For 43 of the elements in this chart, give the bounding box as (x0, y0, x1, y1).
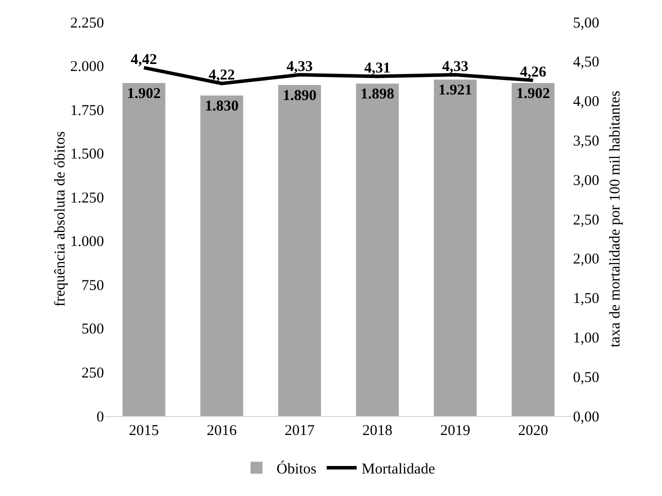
y2-tick-label: 3,00 (573, 172, 600, 189)
x-tick-label: 2020 (518, 423, 548, 439)
y-tick-label: 1.000 (70, 234, 104, 250)
y2-tick-label: 4,50 (573, 54, 600, 71)
y-axis-title: frequência absoluta de óbitos (52, 131, 68, 307)
y2-tick-label: 2,50 (573, 212, 600, 228)
y-tick-label: 750 (82, 278, 104, 294)
y-tick-label: 2.250 (70, 15, 104, 32)
data-label: 4,42 (130, 52, 158, 68)
x-tick-label: 2019 (440, 423, 470, 439)
x-tick-label: 2015 (128, 423, 159, 439)
y2-tick-label: 0,50 (573, 370, 600, 386)
y2-tick-label: 0,00 (573, 409, 600, 426)
data-label: 4,22 (208, 68, 235, 84)
legend-label: Mortalidade (362, 462, 436, 478)
data-label: 4,33 (442, 59, 468, 76)
y2-tick-label: 1,50 (573, 291, 600, 308)
data-label: 1.890 (282, 88, 316, 104)
y2-tick-label: 2,00 (573, 252, 600, 268)
data-label: 1.921 (438, 82, 472, 99)
y-tick-label: 250 (82, 365, 104, 382)
legend-label: Óbitos (276, 460, 317, 478)
data-label: 4,33 (286, 59, 313, 76)
y-tick-label: 1.750 (70, 102, 104, 119)
x-tick-label: 2016 (206, 423, 238, 439)
data-label: 1.902 (516, 86, 550, 102)
x-tick-label: 2017 (284, 423, 316, 439)
data-label: 1.830 (204, 98, 239, 115)
y2-tick-label: 5,00 (573, 15, 600, 32)
y-tick-label: 1.500 (70, 146, 104, 163)
data-label: 1.902 (127, 86, 161, 102)
y-tick-label: 500 (82, 322, 104, 338)
data-label: 4,31 (364, 60, 391, 77)
y2-axis-title: taxa de mortalidade por 100 mil habitantes (608, 90, 624, 348)
y-tick-label: 1.250 (70, 190, 104, 206)
y2-tick-label: 4,00 (573, 94, 600, 110)
y2-tick-label: 1,00 (573, 330, 600, 346)
y-tick-label: 0 (96, 409, 104, 426)
y2-tick-label: 3,50 (573, 133, 600, 150)
x-tick-label: 2018 (362, 423, 392, 439)
data-label: 1.898 (360, 86, 394, 103)
data-label: 4,26 (520, 64, 547, 81)
y-tick-label: 2.000 (70, 59, 104, 76)
